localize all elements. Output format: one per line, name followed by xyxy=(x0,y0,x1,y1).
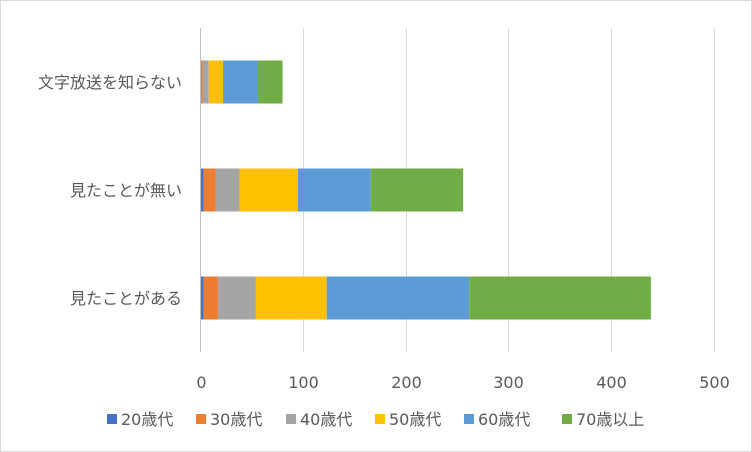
legend-swatch xyxy=(375,414,385,424)
bar-segment-2-2 xyxy=(203,168,216,212)
x-tick-label: 300 xyxy=(493,373,524,392)
legend-swatch xyxy=(464,414,474,424)
legend-label: 20歳代 xyxy=(121,410,173,429)
category-label: 見たことが無い xyxy=(70,181,182,200)
bar-segment-1-1 xyxy=(200,276,204,320)
category-label: 見たことがある xyxy=(70,289,182,308)
bar-segment-2-3 xyxy=(215,168,240,212)
legend-label: 40歳代 xyxy=(300,410,352,429)
bar-segment-1-6 xyxy=(469,276,651,320)
x-tick-label: 100 xyxy=(288,373,319,392)
x-tick-label: 200 xyxy=(391,373,422,392)
bar-segment-3-2 xyxy=(200,60,203,104)
legend-label: 60歳代 xyxy=(478,410,530,429)
bar-segment-2-6 xyxy=(370,168,464,212)
bar-segment-3-3 xyxy=(202,60,209,104)
x-tick-label: 400 xyxy=(596,373,627,392)
bar-segment-1-4 xyxy=(255,276,327,320)
legend-swatch xyxy=(562,414,572,424)
bar-segment-2-5 xyxy=(297,168,371,212)
bar-segment-2-1 xyxy=(200,168,204,212)
legend-label: 70歳以上 xyxy=(576,410,644,429)
bar-segment-3-5 xyxy=(223,60,258,104)
x-tick-label: 500 xyxy=(699,373,730,392)
bar-segment-3-4 xyxy=(208,60,224,104)
legend: 20歳代 30歳代 40歳代 50歳代 60歳代 70歳以上 xyxy=(107,410,644,429)
legend-label: 50歳代 xyxy=(389,410,441,429)
legend-label: 30歳代 xyxy=(210,410,262,429)
bar-segment-1-2 xyxy=(203,276,218,320)
legend-swatch xyxy=(196,414,206,424)
bars xyxy=(200,60,651,320)
legend-swatch xyxy=(286,414,296,424)
bar-segment-1-5 xyxy=(326,276,470,320)
bar-segment-3-6 xyxy=(257,60,283,104)
x-tick-label: 0 xyxy=(196,373,206,392)
bar-segment-2-4 xyxy=(239,168,298,212)
bar-segment-1-3 xyxy=(217,276,256,320)
category-label: 文字放送を知らない xyxy=(38,73,182,92)
legend-swatch xyxy=(107,414,117,424)
